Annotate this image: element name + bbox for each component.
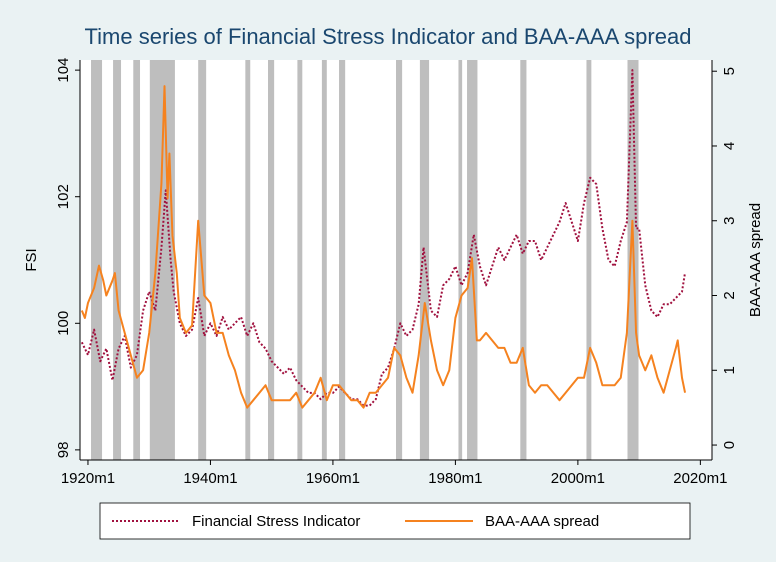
y-tick-label: 104 [55, 58, 72, 83]
recession-band [113, 60, 122, 460]
y2-tick-label: 0 [721, 441, 738, 449]
y2-tick-label: 4 [721, 142, 738, 150]
recession-band [133, 60, 141, 460]
recession-band [297, 60, 303, 460]
y-tick-label: 98 [55, 442, 72, 459]
x-tick-label: 1940m1 [183, 470, 237, 487]
recession-band [586, 60, 592, 460]
x-tick-label: 1960m1 [306, 470, 360, 487]
y2-tick-label: 3 [721, 217, 738, 225]
y2-tick-label: 5 [721, 67, 738, 75]
recession-band [321, 60, 327, 460]
y-axis-label: FSI [23, 248, 40, 271]
series-line [80, 85, 687, 409]
x-tick-label: 2000m1 [551, 470, 605, 487]
x-tick-label: 1920m1 [61, 470, 115, 487]
recession-band [149, 60, 175, 460]
y-tick-label: 100 [55, 311, 72, 336]
chart-title: Time series of Financial Stress Indicato… [85, 24, 692, 49]
recession-band [520, 60, 527, 460]
recession-band [396, 60, 403, 460]
recession-band [268, 60, 275, 460]
recession-band [458, 60, 463, 460]
series-line [80, 69, 687, 407]
recession-band [245, 60, 251, 460]
legend-box [99, 502, 691, 540]
y2-axis-label: BAA-AAA spread [747, 203, 764, 317]
y2-tick-label: 1 [721, 366, 738, 374]
x-tick-label: 1980m1 [428, 470, 482, 487]
legend-label: Financial Stress Indicator [192, 513, 360, 530]
legend-label: BAA-AAA spread [485, 513, 599, 530]
y-tick-label: 102 [55, 184, 72, 209]
y2-tick-label: 2 [721, 291, 738, 299]
recession-band [91, 60, 103, 460]
x-tick-label: 2020m1 [673, 470, 727, 487]
recession-band [339, 60, 346, 460]
